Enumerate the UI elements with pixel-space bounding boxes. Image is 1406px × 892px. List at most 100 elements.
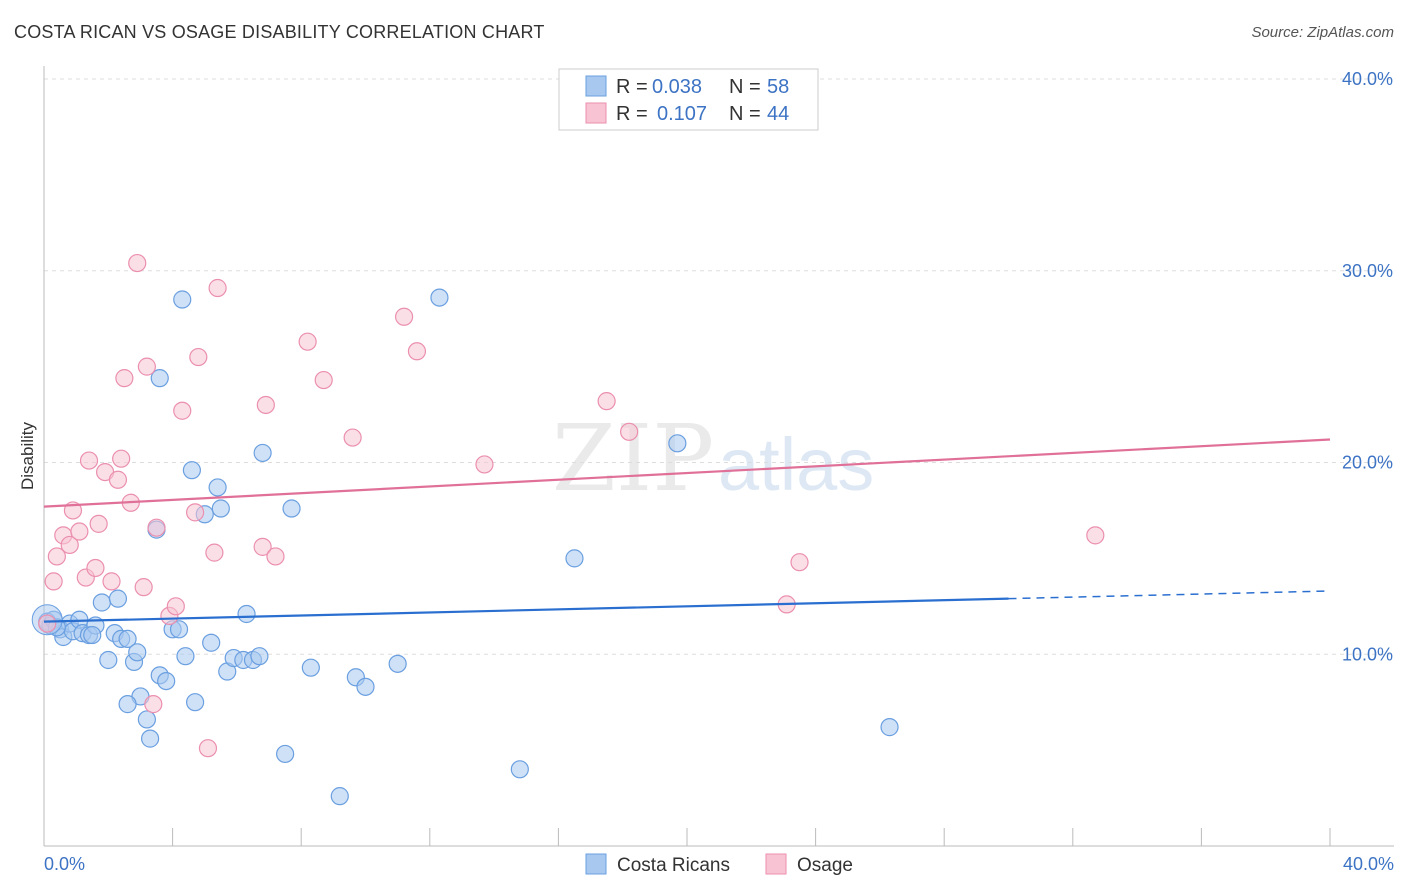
point-costa-ricans-47 (330, 787, 349, 806)
point-costa-ricans-36 (211, 499, 230, 518)
point-costa-ricans-16 (118, 629, 137, 649)
point-costa-ricans-29 (173, 290, 192, 309)
legend-r-label-2: R = (616, 103, 648, 125)
legend-swatch-osage (585, 102, 607, 124)
trendline-costa-ricans (43, 597, 1009, 623)
point-costa-ricans-45 (282, 499, 301, 518)
bottom-legend: Costa Ricans Osage (585, 853, 853, 876)
legend-n-value-1: 58 (767, 76, 789, 98)
point-osage-21 (147, 518, 166, 537)
point-costa-ricans-18 (128, 643, 147, 662)
series-osage (38, 253, 1105, 758)
legend-r-label-1: R = (616, 76, 648, 98)
point-osage-18 (134, 578, 153, 597)
point-costa-ricans-11 (92, 593, 111, 612)
point-costa-ricans-44 (276, 744, 295, 764)
point-costa-ricans-56 (83, 625, 102, 645)
bottom-legend-label-costa-ricans: Costa Ricans (617, 855, 730, 876)
bottom-legend-label-osage: Osage (797, 855, 853, 876)
point-osage-6 (70, 522, 89, 541)
series-costa-ricans (31, 288, 899, 806)
point-osage-25 (186, 503, 205, 522)
point-osage-40 (620, 422, 639, 441)
trendline-osage (43, 438, 1331, 508)
x-ticks (43, 828, 1331, 846)
point-costa-ricans-20 (137, 710, 156, 729)
point-osage-36 (394, 307, 414, 326)
point-costa-ricans-40 (237, 604, 256, 624)
point-osage-14 (112, 449, 131, 468)
legend-swatch-costa-ricans (585, 75, 607, 97)
x-tick-label-max: 40.0% (1343, 854, 1394, 874)
point-costa-ricans-26 (150, 369, 169, 388)
chart-title: COSTA RICAN VS OSAGE DISABILITY CORRELAT… (14, 22, 545, 42)
legend-n-value-2: 44 (767, 103, 789, 125)
point-costa-ricans-50 (388, 654, 407, 673)
y-tick-label-30: 30.0% (1342, 261, 1393, 281)
point-costa-ricans-49 (356, 677, 375, 696)
point-osage-39 (597, 392, 616, 411)
source-label: Source: ZipAtlas.com (1251, 24, 1394, 41)
trendline-costa-ricans-extension (1008, 590, 1331, 600)
legend-n-label-2: N = (729, 103, 761, 125)
point-osage-26 (189, 347, 208, 367)
point-osage-28 (205, 543, 224, 562)
axes (43, 66, 1394, 847)
point-osage-19 (137, 357, 156, 376)
legend: R = 0.038 N = 58 R = 0.107 N = 44 (558, 68, 819, 131)
bottom-legend-swatch-costa-ricans (585, 853, 607, 875)
point-costa-ricans-28 (169, 620, 189, 639)
legend-r-value-1: 0.038 (652, 76, 702, 98)
point-osage-9 (86, 558, 105, 578)
y-tick-labels: 10.0% 20.0% 30.0% 40.0% (1342, 69, 1393, 664)
point-osage-37 (407, 342, 427, 361)
point-costa-ricans-46 (301, 658, 320, 677)
grid (44, 78, 1394, 655)
point-costa-ricans-14 (108, 589, 128, 608)
point-costa-ricans-12 (99, 650, 118, 670)
point-costa-ricans-34 (202, 633, 221, 652)
trendlines (43, 438, 1331, 623)
y-tick-label-40: 40.0% (1342, 69, 1393, 89)
point-osage-10 (89, 514, 108, 533)
y-tick-label-20: 20.0% (1342, 453, 1393, 473)
point-osage-33 (298, 332, 317, 351)
point-osage-30 (256, 395, 275, 415)
point-osage-27 (198, 739, 218, 758)
point-osage-29 (208, 278, 227, 298)
point-osage-34 (314, 370, 333, 390)
point-osage-2 (47, 547, 66, 566)
x-tick-label-min: 0.0% (44, 854, 85, 874)
point-costa-ricans-24 (157, 671, 176, 691)
point-costa-ricans-43 (253, 443, 272, 463)
point-costa-ricans-51 (430, 288, 449, 307)
point-costa-ricans-22 (118, 695, 137, 714)
point-osage-35 (343, 428, 362, 447)
point-osage-0 (38, 614, 57, 633)
point-osage-1 (44, 572, 63, 591)
point-costa-ricans-54 (668, 434, 687, 453)
point-costa-ricans-30 (176, 647, 195, 666)
y-axis-label: Disability (18, 421, 37, 490)
point-osage-4 (60, 535, 79, 555)
point-osage-12 (102, 572, 121, 591)
point-osage-8 (79, 451, 99, 470)
point-osage-24 (173, 401, 192, 420)
point-osage-20 (144, 695, 163, 714)
legend-r-value-2: 0.107 (657, 103, 707, 125)
point-costa-ricans-21 (140, 729, 160, 748)
point-osage-42 (790, 553, 809, 572)
point-osage-15 (115, 369, 134, 388)
point-costa-ricans-32 (186, 693, 205, 712)
point-costa-ricans-55 (880, 718, 899, 737)
legend-n-label-1: N = (729, 76, 761, 98)
point-costa-ricans-35 (208, 478, 227, 497)
point-osage-38 (475, 455, 494, 474)
bottom-legend-swatch-osage (765, 853, 787, 875)
point-costa-ricans-52 (510, 760, 529, 779)
point-osage-31 (253, 537, 272, 556)
point-osage-13 (108, 470, 128, 489)
point-osage-17 (128, 253, 147, 273)
watermark-zip: ZIP (552, 405, 714, 512)
